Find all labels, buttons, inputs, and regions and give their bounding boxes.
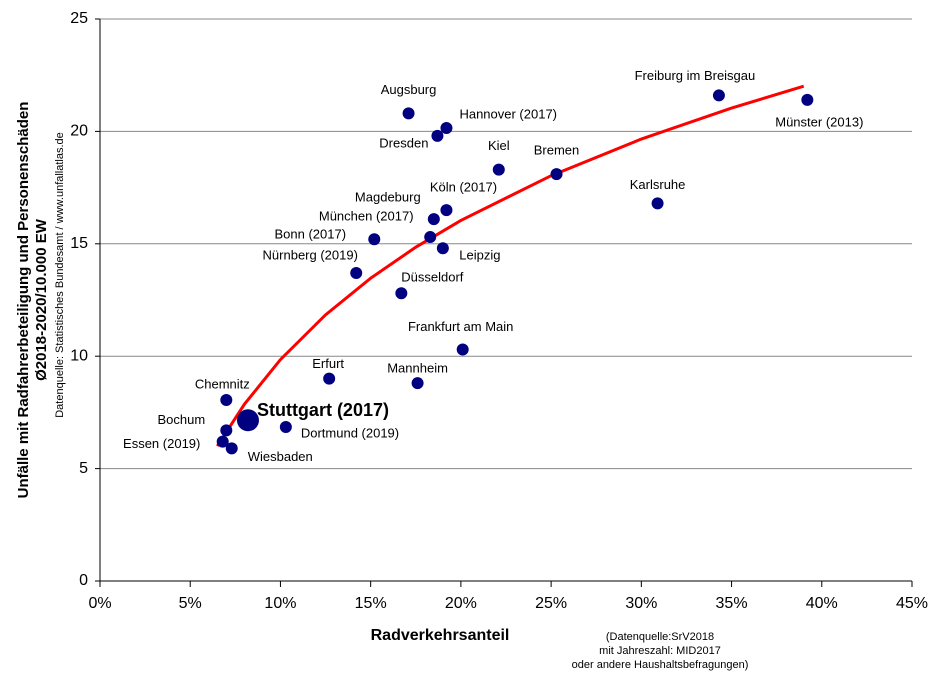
point-label: München (2017)	[319, 208, 414, 223]
y-axis-title: Ø2018-2020/10.000 EW	[33, 218, 50, 381]
point	[216, 435, 229, 448]
point-label: Dresden	[379, 135, 428, 150]
point-label: Mannheim	[387, 361, 448, 376]
point	[440, 122, 453, 135]
point-label: Augsburg	[381, 82, 437, 97]
point	[323, 372, 336, 385]
point-label: Erfurt	[312, 356, 344, 371]
point	[220, 424, 233, 437]
x-tick-label: 0%	[88, 595, 111, 612]
point-label: Wiesbaden	[248, 449, 313, 464]
y-tick-label: 0	[79, 572, 88, 589]
point	[236, 409, 259, 432]
point	[431, 129, 444, 142]
point-label: Dortmund (2019)	[301, 425, 399, 440]
y-tick-label: 10	[70, 347, 88, 364]
point-label: Chemnitz	[195, 376, 250, 391]
x-tick-label: 35%	[716, 595, 748, 612]
y-tick-label: 15	[70, 235, 88, 252]
source: Datenquelle: Statistisches Bundesamt / w…	[54, 132, 66, 418]
point-label: Freiburg im Breisgau	[635, 68, 756, 83]
point	[395, 287, 408, 300]
point-label: Karlsruhe	[630, 177, 686, 192]
point	[440, 204, 453, 217]
point	[492, 163, 505, 176]
note: (Datenquelle:SrV2018	[606, 631, 714, 643]
point	[424, 231, 437, 244]
note: oder andere Haushaltsbefragungen)	[572, 659, 749, 671]
point	[456, 343, 469, 356]
x-tick-label: 30%	[625, 595, 657, 612]
point-label: Bremen	[534, 143, 580, 158]
x-tick-label: 25%	[535, 595, 567, 612]
point	[402, 107, 415, 120]
point-label: Düsseldorf	[401, 270, 464, 285]
point-label: Kiel	[488, 138, 510, 153]
point	[368, 233, 381, 246]
point-label: Magdeburg	[355, 190, 421, 205]
y-tick-label: 25	[70, 10, 88, 27]
point	[411, 377, 424, 390]
x-tick-label: 15%	[355, 595, 387, 612]
y-tick-label: 20	[70, 123, 88, 140]
trendline	[216, 84, 805, 447]
point-label: Stuttgart (2017)	[257, 400, 389, 420]
point	[651, 197, 664, 210]
point	[801, 93, 814, 106]
point	[436, 242, 449, 255]
point-label: Köln (2017)	[430, 180, 497, 195]
point-label: Bonn (2017)	[274, 227, 346, 242]
point	[225, 442, 238, 455]
point-label: Nürnberg (2019)	[263, 247, 358, 262]
point	[712, 89, 725, 102]
y-tick-label: 5	[79, 460, 88, 477]
x-axis-title: Radverkehrsanteil	[371, 627, 510, 644]
x-tick-label: 10%	[264, 595, 296, 612]
point	[220, 394, 233, 407]
x-tick-label: 40%	[806, 595, 838, 612]
point-label: Bochum	[157, 412, 205, 427]
x-tick-label: 5%	[179, 595, 202, 612]
point-label: Münster (2013)	[775, 114, 863, 129]
note: mit Jahreszahl: MID2017	[599, 645, 721, 657]
point	[350, 267, 363, 280]
point-label: Hannover (2017)	[459, 106, 557, 121]
x-tick-label: 45%	[896, 595, 928, 612]
point-label: Leipzig	[459, 248, 500, 263]
point	[279, 421, 292, 434]
x-tick-label: 20%	[445, 595, 477, 612]
y-axis-title: Unfälle mit Radfahrerbeteiligung und Per…	[15, 102, 32, 499]
point-label: Frankfurt am Main	[408, 319, 513, 334]
point-label: Essen (2019)	[123, 436, 200, 451]
point	[550, 168, 563, 181]
point	[427, 213, 440, 226]
